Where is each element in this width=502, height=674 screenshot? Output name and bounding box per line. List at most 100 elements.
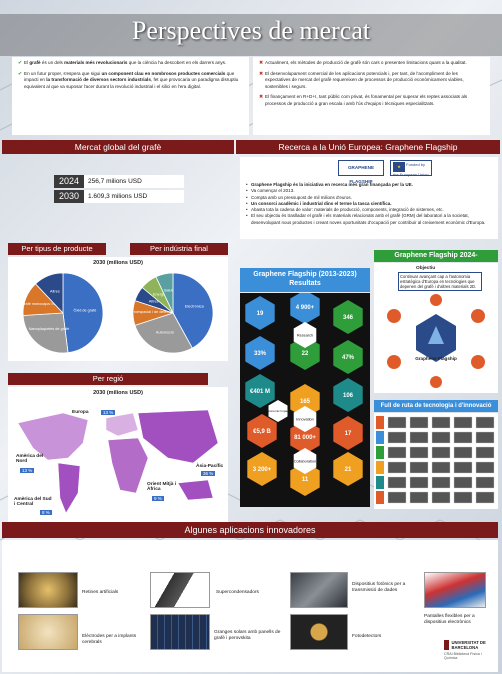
app-label: Supercondensadors [216, 590, 259, 595]
region-oceania [177, 479, 214, 501]
region-pct-middle-east-africa: 9 % [152, 496, 164, 501]
flagship-bullet: Abasta tota la cadena de valor: material… [246, 207, 494, 214]
result-value: 346 [343, 315, 354, 321]
result-hexagon [333, 378, 363, 412]
roadmap-row-marker [376, 446, 384, 459]
roadmap-thumbnail [387, 476, 407, 489]
roadmap-thumbnail [431, 416, 451, 429]
photonic-device-image [290, 572, 348, 608]
intro-left-paragraph-2: ✔ En un futur proper, s'espera que sigui … [18, 70, 239, 89]
result-value: €5,9 B [253, 429, 271, 435]
flagship-bullet: Un consorci acadèmic i industrial dins e… [246, 201, 494, 208]
region-pct-asia-pacific: 36 % [201, 471, 216, 476]
category-label: Research [297, 334, 313, 338]
roadmap-thumbnail [387, 431, 407, 444]
pie-slice [62, 272, 104, 354]
result-hexagon [290, 384, 320, 418]
result-value: 11 [302, 477, 309, 483]
app-label: Dispositius fotònics per a transmissió d… [352, 582, 406, 593]
cross-icon: ✖ [259, 60, 264, 66]
app-label: Retines artificials [82, 590, 119, 595]
year-label: 2030 [54, 190, 84, 203]
flagship-logo-icon [428, 326, 444, 344]
subheader-industry: Per indústria final [130, 243, 228, 255]
result-value: 106 [343, 393, 354, 399]
objective-text: Continuar avançant cap a l'autonomia est… [398, 272, 482, 292]
category-label: Innovation [296, 418, 314, 422]
flagship-hub-diagram [387, 294, 485, 388]
graphene-flagship-logo: GRAPHENE FLAGSHIP [338, 160, 384, 184]
cross-icon: ✖ [259, 94, 264, 101]
roadmap-thumbnail [409, 431, 429, 444]
roadmap-thumbnail [431, 446, 451, 459]
eu-logo: ★ Funded by the European Union [390, 160, 432, 177]
roadmap-thumbnail [453, 446, 473, 459]
pie-slice-label: Altres [50, 290, 60, 294]
app-label: Elèctrodes per a implants cerebrals [82, 634, 137, 645]
pie-slice-label: Salut [164, 289, 174, 293]
roadmap-row-marker [376, 461, 384, 474]
ub-shield-icon [444, 640, 450, 650]
pie-slice [35, 272, 64, 315]
category-label: Collaboration [294, 460, 316, 464]
roadmap-thumbnail [409, 461, 429, 474]
world-map [17, 409, 219, 514]
check-icon: ✔ [18, 70, 23, 77]
category-hexagon [293, 406, 317, 432]
roadmap-thumbnail [431, 431, 451, 444]
result-value: 4 900+ [296, 305, 315, 311]
result-hexagon [245, 374, 275, 408]
region-label-europa: Europa [72, 410, 89, 415]
result-hexagon [247, 414, 277, 448]
page-title: Perspectives de mercat [131, 16, 371, 45]
result-value: €401 M [250, 389, 270, 395]
intro-right-paragraph-3: ✖ El finançament en R+D+I, tant públic co… [259, 94, 468, 106]
result-value: 33% [254, 351, 267, 357]
pie-slice [155, 272, 174, 314]
roadmap-row-marker [376, 431, 384, 444]
photodetector-image [290, 614, 348, 650]
result-hexagon [290, 336, 320, 370]
roadmap-row-marker [376, 416, 384, 429]
roadmap-thumbnail [453, 416, 473, 429]
pie-slice-label: Automoció [156, 330, 174, 334]
economic-impact-hexagon [268, 400, 288, 422]
pie-slice-label: Aeroespacial i de defensa [129, 310, 174, 314]
result-value: 81 000+ [294, 435, 316, 441]
region-label-middle-east-africa: Orient Mitjà i Àfrica [147, 482, 177, 493]
roadmap-thumbnail [387, 461, 407, 474]
result-hexagon [333, 300, 363, 334]
roadmap-thumbnail [453, 461, 473, 474]
app-label: Fotodetectors [352, 634, 382, 639]
roadmap-thumbnail [475, 431, 495, 444]
market-value: 256,7 milions USD [84, 175, 184, 188]
pie-slice-label: Grafè monocapa i bicapa [21, 302, 64, 306]
result-value: 22 [302, 351, 309, 357]
solar-farm-image [150, 614, 210, 650]
result-hexagon [290, 293, 320, 324]
market-row: 2024 256,7 milions USD [54, 175, 184, 188]
region-africa [107, 437, 149, 494]
eu-funded-text: Funded by the European Union [393, 162, 429, 177]
result-hexagon [333, 452, 363, 486]
result-hexagon [245, 336, 275, 370]
hub-label: Graphene Flagship [415, 356, 457, 361]
flagship-bullets: Graphene Flagship és la iniciativa en re… [246, 182, 494, 226]
roadmap-thumbnail [453, 476, 473, 489]
intro-right-box: ✖ Actualment, els mètodes de producció de… [253, 57, 490, 135]
roadmap-thumbnail [409, 476, 429, 489]
roadmap-thumbnail [387, 446, 407, 459]
roadmap-title: Full de ruta de tecnologia i d'innovació [374, 400, 498, 412]
roadmap-thumbnail [453, 431, 473, 444]
brain-implant-electrode-image [18, 614, 78, 650]
region-label-north-america: Amèrica del Nord [16, 454, 44, 465]
roadmap-grid [376, 416, 495, 504]
cross-icon: ✖ [259, 70, 264, 77]
economic-impact-label: Economic Impact [266, 409, 289, 413]
market-row: 2030 1.609,3 milions USD [54, 190, 184, 203]
result-value: 17 [345, 431, 352, 437]
region-south-america [57, 462, 81, 514]
flexible-screen-image [424, 572, 486, 608]
apps-panel [2, 540, 498, 672]
roadmap-thumbnail [453, 491, 473, 504]
